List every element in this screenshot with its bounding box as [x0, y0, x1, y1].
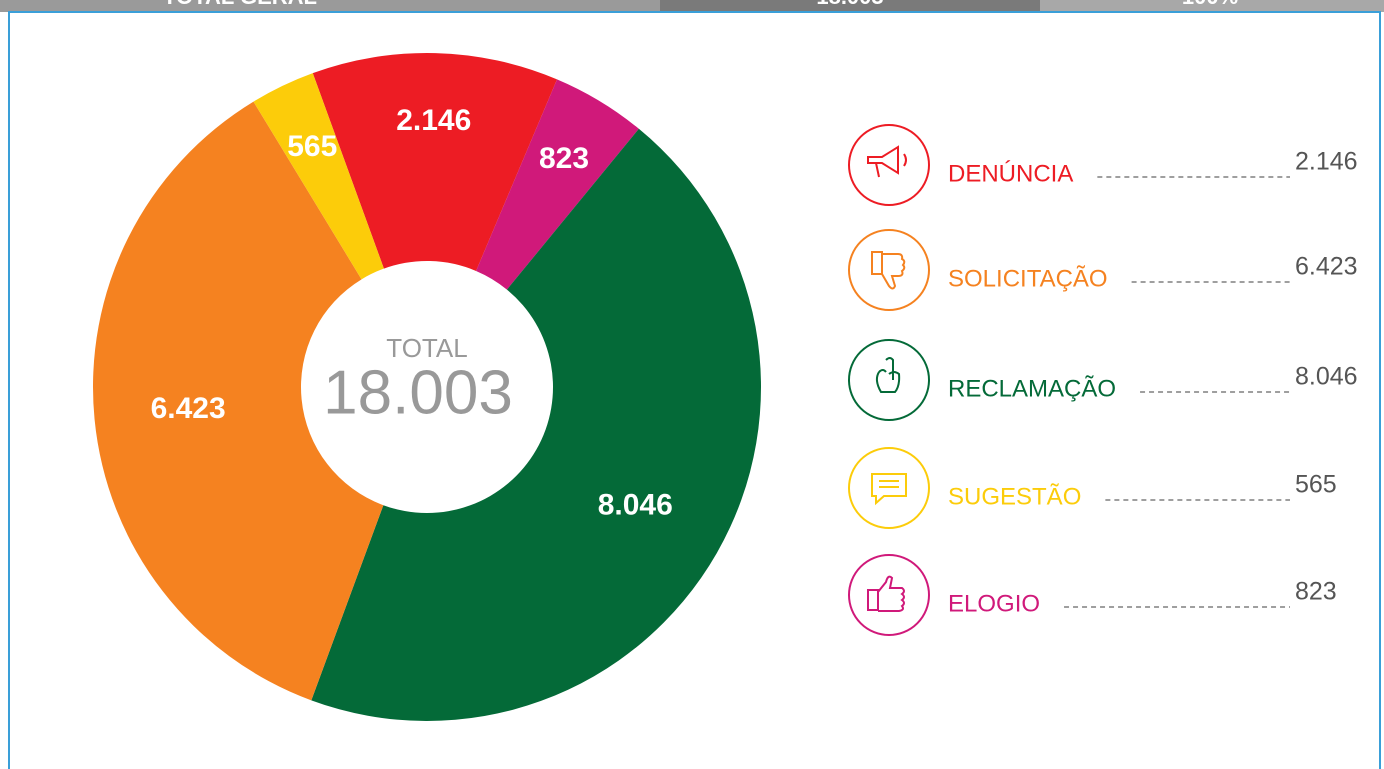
donut: 2.146 823 8.046 6.423 565: [92, 53, 762, 722]
legend-value: 6.423: [1295, 253, 1358, 281]
legend-label: DENÚNCIA: [948, 160, 1073, 187]
center-value: 18.003: [323, 358, 513, 427]
icon: [867, 575, 905, 612]
value-label: 823: [539, 142, 589, 175]
legend-label: RECLAMAÇÃO: [948, 375, 1116, 402]
value-label: 8.046: [598, 488, 673, 521]
slice: [476, 79, 639, 290]
legend-label: ELOGIO: [948, 590, 1040, 617]
header-text: 18.003: [816, 0, 883, 9]
header-text: 100%: [1182, 0, 1238, 9]
icon-ring: [848, 554, 930, 636]
card-border: [8, 11, 1381, 769]
value-label: 565: [287, 130, 337, 163]
legend-value: 823: [1295, 578, 1337, 606]
header-text: TOTAL GERAL: [163, 0, 317, 9]
legend-row: RECLAMAÇÃO 8.046: [848, 339, 1358, 421]
icon-ring: [848, 229, 930, 311]
icon: [875, 357, 901, 393]
slice: [92, 101, 384, 701]
center-title: TOTAL: [386, 333, 467, 363]
icon-ring: [848, 124, 930, 206]
legend-row: DENÚNCIA 2.146: [848, 124, 1358, 206]
value-label: 2.146: [396, 104, 471, 137]
legend-row: SOLICITAÇÃO 6.423: [848, 229, 1358, 311]
value-label: 6.423: [151, 392, 226, 425]
legend: DENÚNCIA 2.146 SOLICITAÇÃO 6.423 RECLAMAÇÃ…: [848, 124, 1358, 636]
icon: [871, 251, 906, 290]
header-cell: [0, 0, 660, 12]
legend-value: 565: [1295, 471, 1337, 499]
legend-label: SOLICITAÇÃO: [948, 265, 1108, 292]
legend-label: SUGESTÃO: [948, 483, 1081, 510]
icon-ring: [848, 447, 930, 529]
legend-row: SUGESTÃO 565: [848, 447, 1337, 529]
icon: [871, 473, 907, 506]
header-cell: [660, 0, 1040, 12]
slice: [312, 53, 558, 271]
slice: [253, 73, 384, 280]
slice: [311, 128, 762, 722]
header-cell: [1040, 0, 1384, 12]
icon-ring: [848, 339, 930, 421]
legend-row: ELOGIO 823: [848, 554, 1337, 636]
legend-value: 2.146: [1295, 148, 1358, 176]
legend-value: 8.046: [1295, 363, 1358, 391]
icon: [867, 145, 907, 178]
